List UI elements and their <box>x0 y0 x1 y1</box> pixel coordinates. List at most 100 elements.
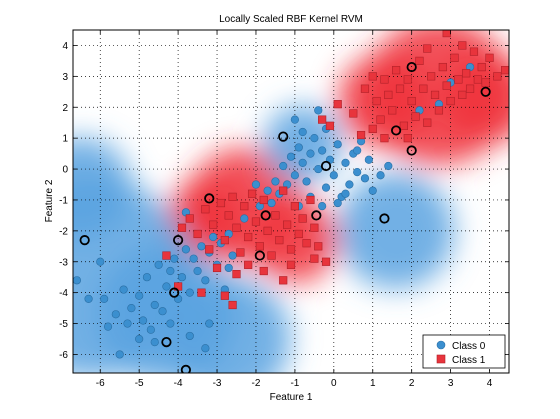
point-class1-11 <box>407 96 416 106</box>
point-class0-54 <box>318 146 327 155</box>
decision-region-8 <box>73 137 132 239</box>
point-class0-65 <box>360 174 370 183</box>
point-class0-76 <box>240 214 249 223</box>
point-class0-49 <box>298 158 307 167</box>
point-class0-51 <box>306 149 315 158</box>
point-class0-55 <box>321 183 331 192</box>
y-tick-label-0: 4 <box>62 41 68 52</box>
point-class1-39 <box>333 100 342 109</box>
y-tick-label-7: -3 <box>59 257 68 268</box>
point-class1-16 <box>427 72 436 81</box>
point-class1-69 <box>294 229 303 239</box>
point-class1-82 <box>220 291 229 300</box>
point-class0-12 <box>166 266 175 276</box>
point-class1-32 <box>493 72 502 81</box>
point-class0-7 <box>142 273 152 282</box>
point-class0-28 <box>123 319 132 328</box>
plot-frame <box>72 29 510 374</box>
y-tick-label-3: 1 <box>62 134 68 145</box>
y-tick-label-5: -1 <box>59 195 68 206</box>
point-class1-88 <box>197 288 206 297</box>
point-class0-36 <box>73 276 81 285</box>
relevance-vector-1 <box>173 235 184 246</box>
point-class1-13 <box>415 56 424 66</box>
point-class0-0 <box>96 257 105 266</box>
point-class0-60 <box>341 158 350 167</box>
relevance-vector-4 <box>169 287 180 298</box>
y-axis-ticks: 4 3 2 1 0 -1 -2 -3 -4 -5 -6 <box>59 41 509 361</box>
point-class1-30 <box>481 78 490 87</box>
point-class1-66 <box>283 220 292 229</box>
relevance-vector-0 <box>79 235 90 246</box>
point-class0-16 <box>181 245 190 254</box>
point-class0-1 <box>100 294 109 303</box>
point-class1-62 <box>267 251 276 260</box>
y-tick-label-10: -6 <box>59 350 68 361</box>
point-class1-55 <box>240 202 249 211</box>
point-class1-12 <box>411 112 420 121</box>
point-class1-7 <box>392 66 401 75</box>
relevance-vector-12 <box>391 125 402 136</box>
y-tick-label-8: -4 <box>59 288 68 299</box>
point-class0-23 <box>209 232 218 242</box>
point-class1-54 <box>236 248 245 257</box>
point-class1-35 <box>458 41 467 50</box>
point-class1-23 <box>454 75 463 84</box>
x-axis-label: Feature 1 <box>270 392 313 403</box>
point-class1-83 <box>228 300 237 310</box>
relevance-vector-13 <box>406 61 417 73</box>
point-class1-27 <box>469 47 479 56</box>
point-class1-24 <box>458 90 467 99</box>
relevance-vector-14 <box>406 145 417 156</box>
x-tick-label-9: 3 <box>448 378 454 389</box>
point-class1-79 <box>259 266 268 276</box>
relevance-vector-8 <box>254 250 265 261</box>
point-class0-29 <box>103 322 113 331</box>
relevance-vector-3 <box>180 364 191 373</box>
point-class0-52 <box>310 134 319 143</box>
point-class0-73 <box>333 198 342 208</box>
point-class1-29 <box>477 62 486 72</box>
point-class0-61 <box>345 180 354 189</box>
y-tick-label-9: -5 <box>59 319 68 330</box>
point-class0-74 <box>341 189 350 198</box>
point-class1-78 <box>244 260 253 269</box>
point-class0-68 <box>376 171 385 180</box>
point-class1-47 <box>201 205 210 214</box>
point-class1-76 <box>212 263 222 273</box>
point-class0-31 <box>150 337 159 347</box>
point-class1-31 <box>485 53 494 62</box>
legend-box <box>422 334 506 369</box>
point-class0-48 <box>294 143 303 152</box>
point-class1-41 <box>318 115 327 124</box>
point-class1-72 <box>306 195 315 205</box>
point-class0-17 <box>185 288 194 297</box>
point-class0-80 <box>298 127 307 137</box>
point-class0-33 <box>201 344 210 353</box>
point-class1-6 <box>388 106 397 115</box>
point-class1-25 <box>462 69 471 78</box>
point-class0-15 <box>177 273 187 282</box>
legend-label-class0: Class 0 <box>452 341 486 352</box>
point-class1-20 <box>442 81 451 90</box>
point-class1-68 <box>290 202 299 211</box>
point-class0-75 <box>251 180 261 189</box>
point-class1-63 <box>271 211 280 220</box>
point-class1-73 <box>310 223 319 232</box>
point-class1-75 <box>205 245 214 254</box>
point-class1-84 <box>177 223 187 232</box>
relevance-vector-7 <box>278 131 289 142</box>
point-class0-53 <box>314 164 323 174</box>
point-class1-3 <box>376 115 385 124</box>
data-points <box>73 30 509 359</box>
point-class1-9 <box>399 121 408 130</box>
point-class0-6 <box>138 316 148 325</box>
point-class1-10 <box>403 75 412 84</box>
point-class0-78 <box>314 106 323 115</box>
legend-marker-class1 <box>436 354 446 364</box>
point-class0-39 <box>224 263 233 273</box>
point-class0-4 <box>127 304 136 313</box>
point-class0-3 <box>119 285 128 294</box>
point-class1-33 <box>501 66 509 75</box>
x-tick-label-7: 1 <box>370 378 376 389</box>
